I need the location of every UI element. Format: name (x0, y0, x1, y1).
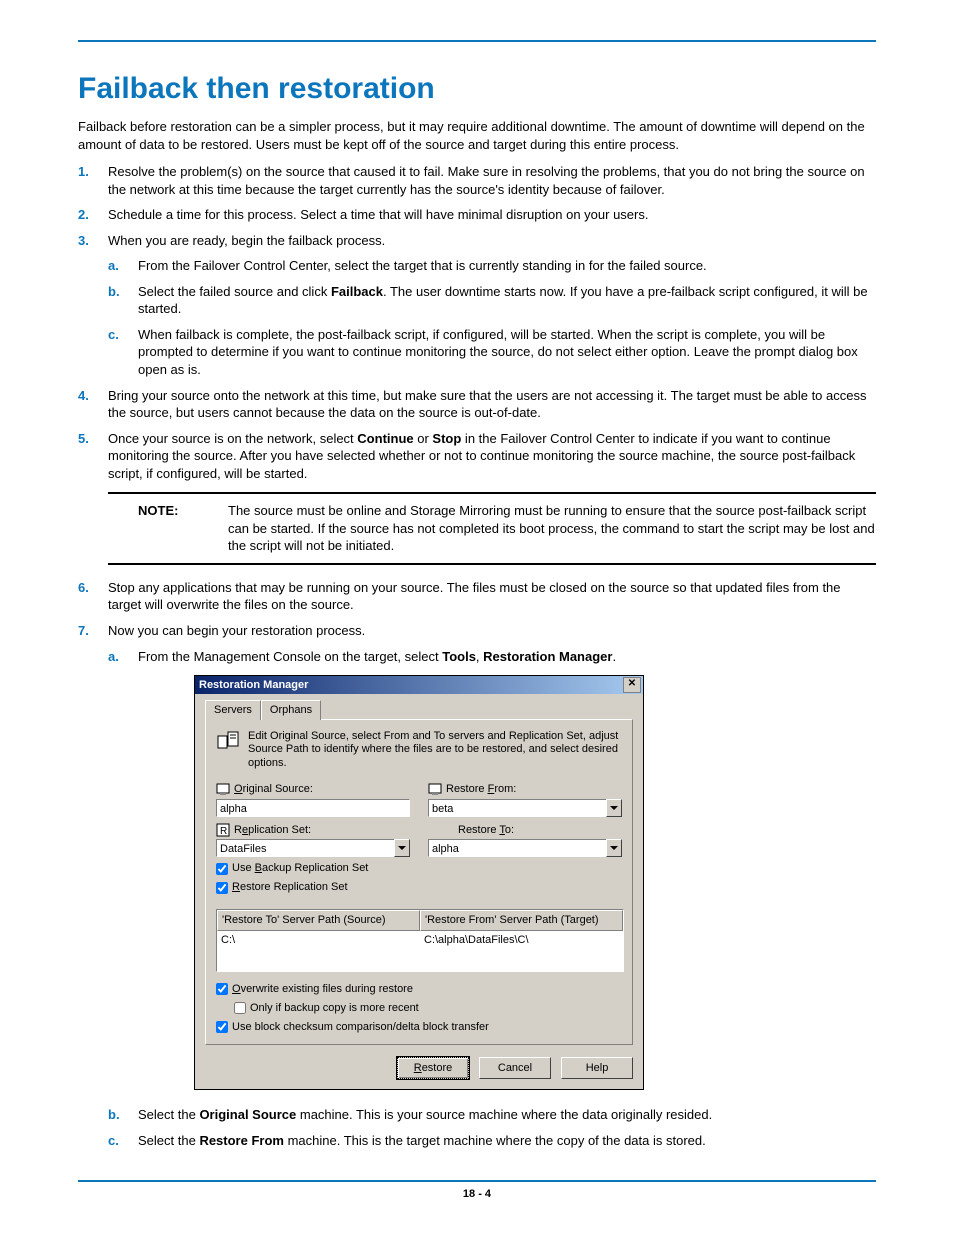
replication-set-combo[interactable]: DataFiles (216, 839, 410, 857)
step-2: 2.Schedule a time for this process. Sele… (78, 206, 876, 224)
step-6: 6.Stop any applications that may be runn… (78, 579, 876, 614)
only-if-checkbox[interactable] (234, 1002, 246, 1014)
overwrite-label: Overwrite existing files during restore (232, 982, 413, 997)
servers-icon (216, 730, 240, 754)
chevron-down-icon[interactable] (606, 799, 622, 817)
restoration-manager-dialog: Restoration Manager ✕ Servers Orphans (194, 675, 644, 1090)
close-icon[interactable]: ✕ (623, 677, 641, 693)
dialog-title: Restoration Manager (199, 678, 623, 693)
step-5: 5.Once your source is on the network, se… (78, 430, 876, 483)
chevron-down-icon[interactable] (394, 839, 410, 857)
original-source-input[interactable]: alpha (216, 799, 410, 817)
tab-orphans[interactable]: Orphans (261, 700, 321, 720)
path-target-cell[interactable]: C:\alpha\DataFiles\C\ (420, 931, 623, 971)
step-text: Stop any applications that may be runnin… (108, 580, 841, 613)
note-box: NOTE: The source must be online and Stor… (108, 492, 876, 565)
step-3: 3.When you are ready, begin the failback… (78, 232, 876, 379)
path-target-header[interactable]: 'Restore From' Server Path (Target) (420, 910, 623, 931)
dialog-titlebar[interactable]: Restoration Manager ✕ (195, 676, 643, 694)
step-text: When failback is complete, the post-fail… (138, 327, 858, 377)
top-rule (78, 40, 876, 42)
step-3c: c.When failback is complete, the post-fa… (108, 326, 876, 379)
document-page: Failback then restoration Failback befor… (0, 0, 954, 1230)
checksum-checkbox[interactable] (216, 1021, 228, 1033)
use-backup-checkbox[interactable] (216, 863, 228, 875)
restore-to-combo[interactable]: alpha (428, 839, 622, 857)
restore-to-label: Restore To: (458, 823, 514, 838)
replication-icon: R (216, 823, 230, 837)
note-text: The source must be online and Storage Mi… (228, 502, 876, 555)
step-text: Now you can begin your restoration proce… (108, 623, 365, 638)
restore-from-combo[interactable]: beta (428, 799, 622, 817)
tab-servers[interactable]: Servers (205, 700, 261, 720)
intro-paragraph: Failback before restoration can be a sim… (78, 118, 876, 153)
chevron-down-icon[interactable] (606, 839, 622, 857)
step-text: Bring your source onto the network at th… (108, 388, 866, 421)
step-7b: b.Select the Original Source machine. Th… (108, 1106, 876, 1124)
step-7a: a.From the Management Console on the tar… (108, 648, 876, 1091)
step-3a: a.From the Failover Control Center, sele… (108, 257, 876, 275)
restore-from-label: Restore From: (446, 782, 516, 797)
step-text: From the Failover Control Center, select… (138, 258, 707, 273)
path-source-header[interactable]: 'Restore To' Server Path (Source) (217, 910, 420, 931)
restore-repl-checkbox[interactable] (216, 882, 228, 894)
step-4: 4.Bring your source onto the network at … (78, 387, 876, 422)
from-icon (428, 782, 442, 796)
step-text: When you are ready, begin the failback p… (108, 233, 385, 248)
step-7c: c.Select the Restore From machine. This … (108, 1132, 876, 1150)
tab-panel-servers: Edit Original Source, select From and To… (205, 719, 633, 1045)
dialog-instructions: Edit Original Source, select From and To… (248, 730, 622, 770)
original-source-label: Original Source: (234, 782, 313, 797)
checksum-label: Use block checksum comparison/delta bloc… (232, 1020, 489, 1035)
step-text: Resolve the problem(s) on the source tha… (108, 164, 865, 197)
path-source-cell[interactable]: C:\ (217, 931, 420, 971)
help-button[interactable]: Help (561, 1057, 633, 1079)
restore-button[interactable]: Restore (397, 1057, 469, 1079)
bottom-rule (78, 1180, 876, 1182)
tab-strip: Servers Orphans (205, 700, 633, 720)
step-3b: b.Select the failed source and click Fai… (108, 283, 876, 318)
page-title: Failback then restoration (78, 72, 876, 106)
path-table: 'Restore To' Server Path (Source) 'Resto… (216, 909, 624, 972)
step-1: 1.Resolve the problem(s) on the source t… (78, 163, 876, 198)
overwrite-checkbox[interactable] (216, 983, 228, 995)
restore-repl-label: Restore Replication Set (232, 880, 348, 895)
note-label: NOTE: (108, 502, 228, 555)
cancel-button[interactable]: Cancel (479, 1057, 551, 1079)
svg-text:R: R (220, 826, 227, 837)
use-backup-label: Use Backup Replication Set (232, 861, 368, 876)
only-if-label: Only if backup copy is more recent (250, 1001, 419, 1016)
page-number: 18 - 4 (78, 1188, 876, 1200)
replication-set-label: Replication Set: (234, 823, 311, 838)
step-text: Schedule a time for this process. Select… (108, 207, 648, 222)
source-icon (216, 782, 230, 796)
step-7: 7.Now you can begin your restoration pro… (78, 622, 876, 1150)
